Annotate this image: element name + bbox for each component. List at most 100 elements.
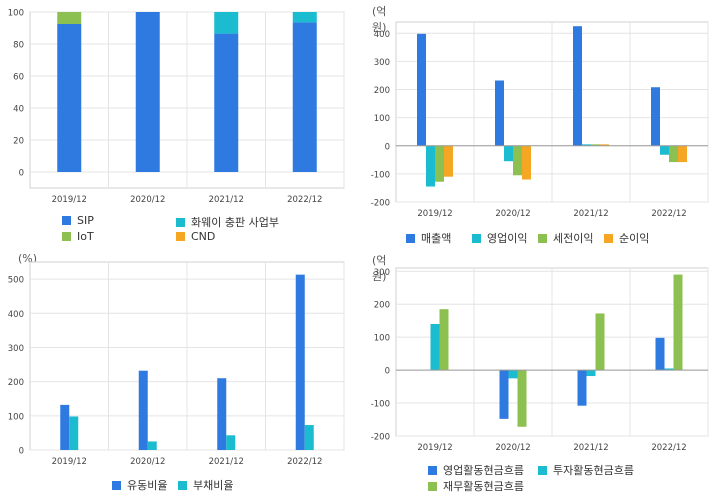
- legend-item-financing-cf: 재무활동현금흐름: [428, 478, 524, 494]
- bar: [651, 87, 660, 146]
- legend-item-cnd: CND: [176, 230, 215, 243]
- bar: [591, 144, 600, 146]
- x-tick-label: 2022/12: [651, 209, 686, 219]
- bar: [147, 441, 157, 450]
- legend-label: 유동비율: [127, 479, 168, 492]
- bar: [214, 12, 239, 34]
- legend-swatch: [428, 481, 437, 491]
- legend-swatch: [176, 217, 185, 227]
- bar: [655, 337, 665, 371]
- legend-label: 부채비율: [193, 479, 234, 492]
- legend-swatch: [112, 480, 121, 490]
- legend-swatch: [538, 465, 547, 475]
- y-tick-label: 0: [385, 142, 390, 152]
- x-tick-label: 2019/12: [417, 209, 452, 219]
- y-tick-label: 500: [8, 276, 24, 286]
- y-tick-label: -100: [371, 400, 390, 410]
- legend-item-operating-profit: 영업이익: [472, 230, 527, 246]
- legend-label: 화웨이 충판 사업부: [191, 216, 279, 229]
- legend-label: 매출액: [421, 232, 452, 245]
- y-tick-label: 100: [8, 412, 24, 422]
- bar: [669, 145, 678, 163]
- x-tick-label: 2021/12: [209, 457, 244, 467]
- cashflow-unit-label: (억원): [372, 254, 387, 283]
- y-tick-label: 60: [13, 73, 24, 83]
- bar: [60, 404, 70, 450]
- legend-swatch: [428, 465, 437, 475]
- x-tick-label: 2020/12: [130, 195, 165, 205]
- y-tick-label: 400: [8, 310, 24, 320]
- y-tick-label: 300: [8, 344, 24, 354]
- y-tick-label: 200: [374, 301, 390, 311]
- bar: [69, 416, 79, 450]
- bar: [135, 12, 160, 172]
- x-tick-label: 2019/12: [52, 195, 87, 205]
- y-tick-label: 80: [13, 41, 24, 51]
- x-tick-label: 2019/12: [52, 457, 87, 467]
- bar: [426, 145, 435, 187]
- x-tick-label: 2022/12: [287, 195, 322, 205]
- y-tick-label: 0: [19, 447, 24, 457]
- bar: [504, 145, 513, 162]
- legend-label: CND: [191, 230, 216, 243]
- bar: [304, 425, 314, 450]
- x-tick-label: 2021/12: [209, 195, 244, 205]
- bar: [217, 378, 227, 450]
- x-tick-label: 2020/12: [495, 443, 530, 453]
- bar: [678, 145, 687, 163]
- legend-item-net-profit: 순이익: [604, 230, 649, 246]
- y-tick-label: 0: [19, 169, 24, 179]
- y-tick-label: 200: [374, 86, 390, 96]
- x-tick-label: 2019/12: [417, 443, 452, 453]
- bar: [226, 435, 236, 450]
- legend-label: SIP: [77, 214, 94, 227]
- x-tick-label: 2021/12: [573, 209, 608, 219]
- legend-label: 세전이익: [553, 232, 594, 245]
- bar: [517, 370, 527, 427]
- y-tick-label: 100: [8, 9, 24, 19]
- legend-item-investing-cf: 투자활동현금흐름: [538, 462, 634, 478]
- y-tick-label: 200: [8, 378, 24, 388]
- bar: [508, 370, 518, 379]
- legend-label: 재무활동현금흐름: [443, 480, 524, 493]
- legend-item-current-ratio: 유동비율: [112, 477, 167, 493]
- legend-swatch: [62, 232, 71, 241]
- bar: [435, 145, 444, 182]
- bar: [439, 309, 449, 371]
- bar: [577, 370, 587, 406]
- bar: [673, 274, 683, 371]
- legend-item-huawei: 화웨이 충판 사업부: [176, 214, 279, 230]
- y-tick-label: -200: [371, 433, 390, 443]
- legend-swatch: [472, 233, 481, 243]
- legend-label: 영업이익: [487, 232, 528, 245]
- legend-swatch: [62, 216, 71, 225]
- bar: [573, 26, 582, 146]
- legend-swatch: [538, 233, 547, 243]
- income-unit-label: (억원): [372, 5, 387, 34]
- bar: [295, 274, 305, 450]
- y-tick-label: 300: [374, 268, 390, 278]
- legend-label: IoT: [77, 230, 94, 243]
- legend-label: 투자활동현금흐름: [553, 464, 634, 477]
- x-tick-label: 2021/12: [573, 443, 608, 453]
- y-tick-label: -200: [371, 199, 390, 209]
- bar: [138, 370, 148, 450]
- legend-label: 영업활동현금흐름: [443, 464, 524, 477]
- bar: [582, 144, 591, 146]
- y-tick-label: 400: [374, 30, 390, 40]
- bar: [600, 144, 609, 146]
- legend-swatch: [406, 233, 415, 243]
- y-tick-label: 100: [374, 334, 390, 344]
- legend-item-iot: IoT: [62, 230, 94, 243]
- bar: [499, 370, 509, 419]
- bar: [522, 145, 531, 180]
- legend-swatch: [604, 233, 613, 243]
- bar: [292, 22, 317, 173]
- legend-swatch: [178, 480, 187, 490]
- bar: [513, 145, 522, 176]
- bar: [417, 33, 426, 146]
- x-tick-label: 2020/12: [130, 457, 165, 467]
